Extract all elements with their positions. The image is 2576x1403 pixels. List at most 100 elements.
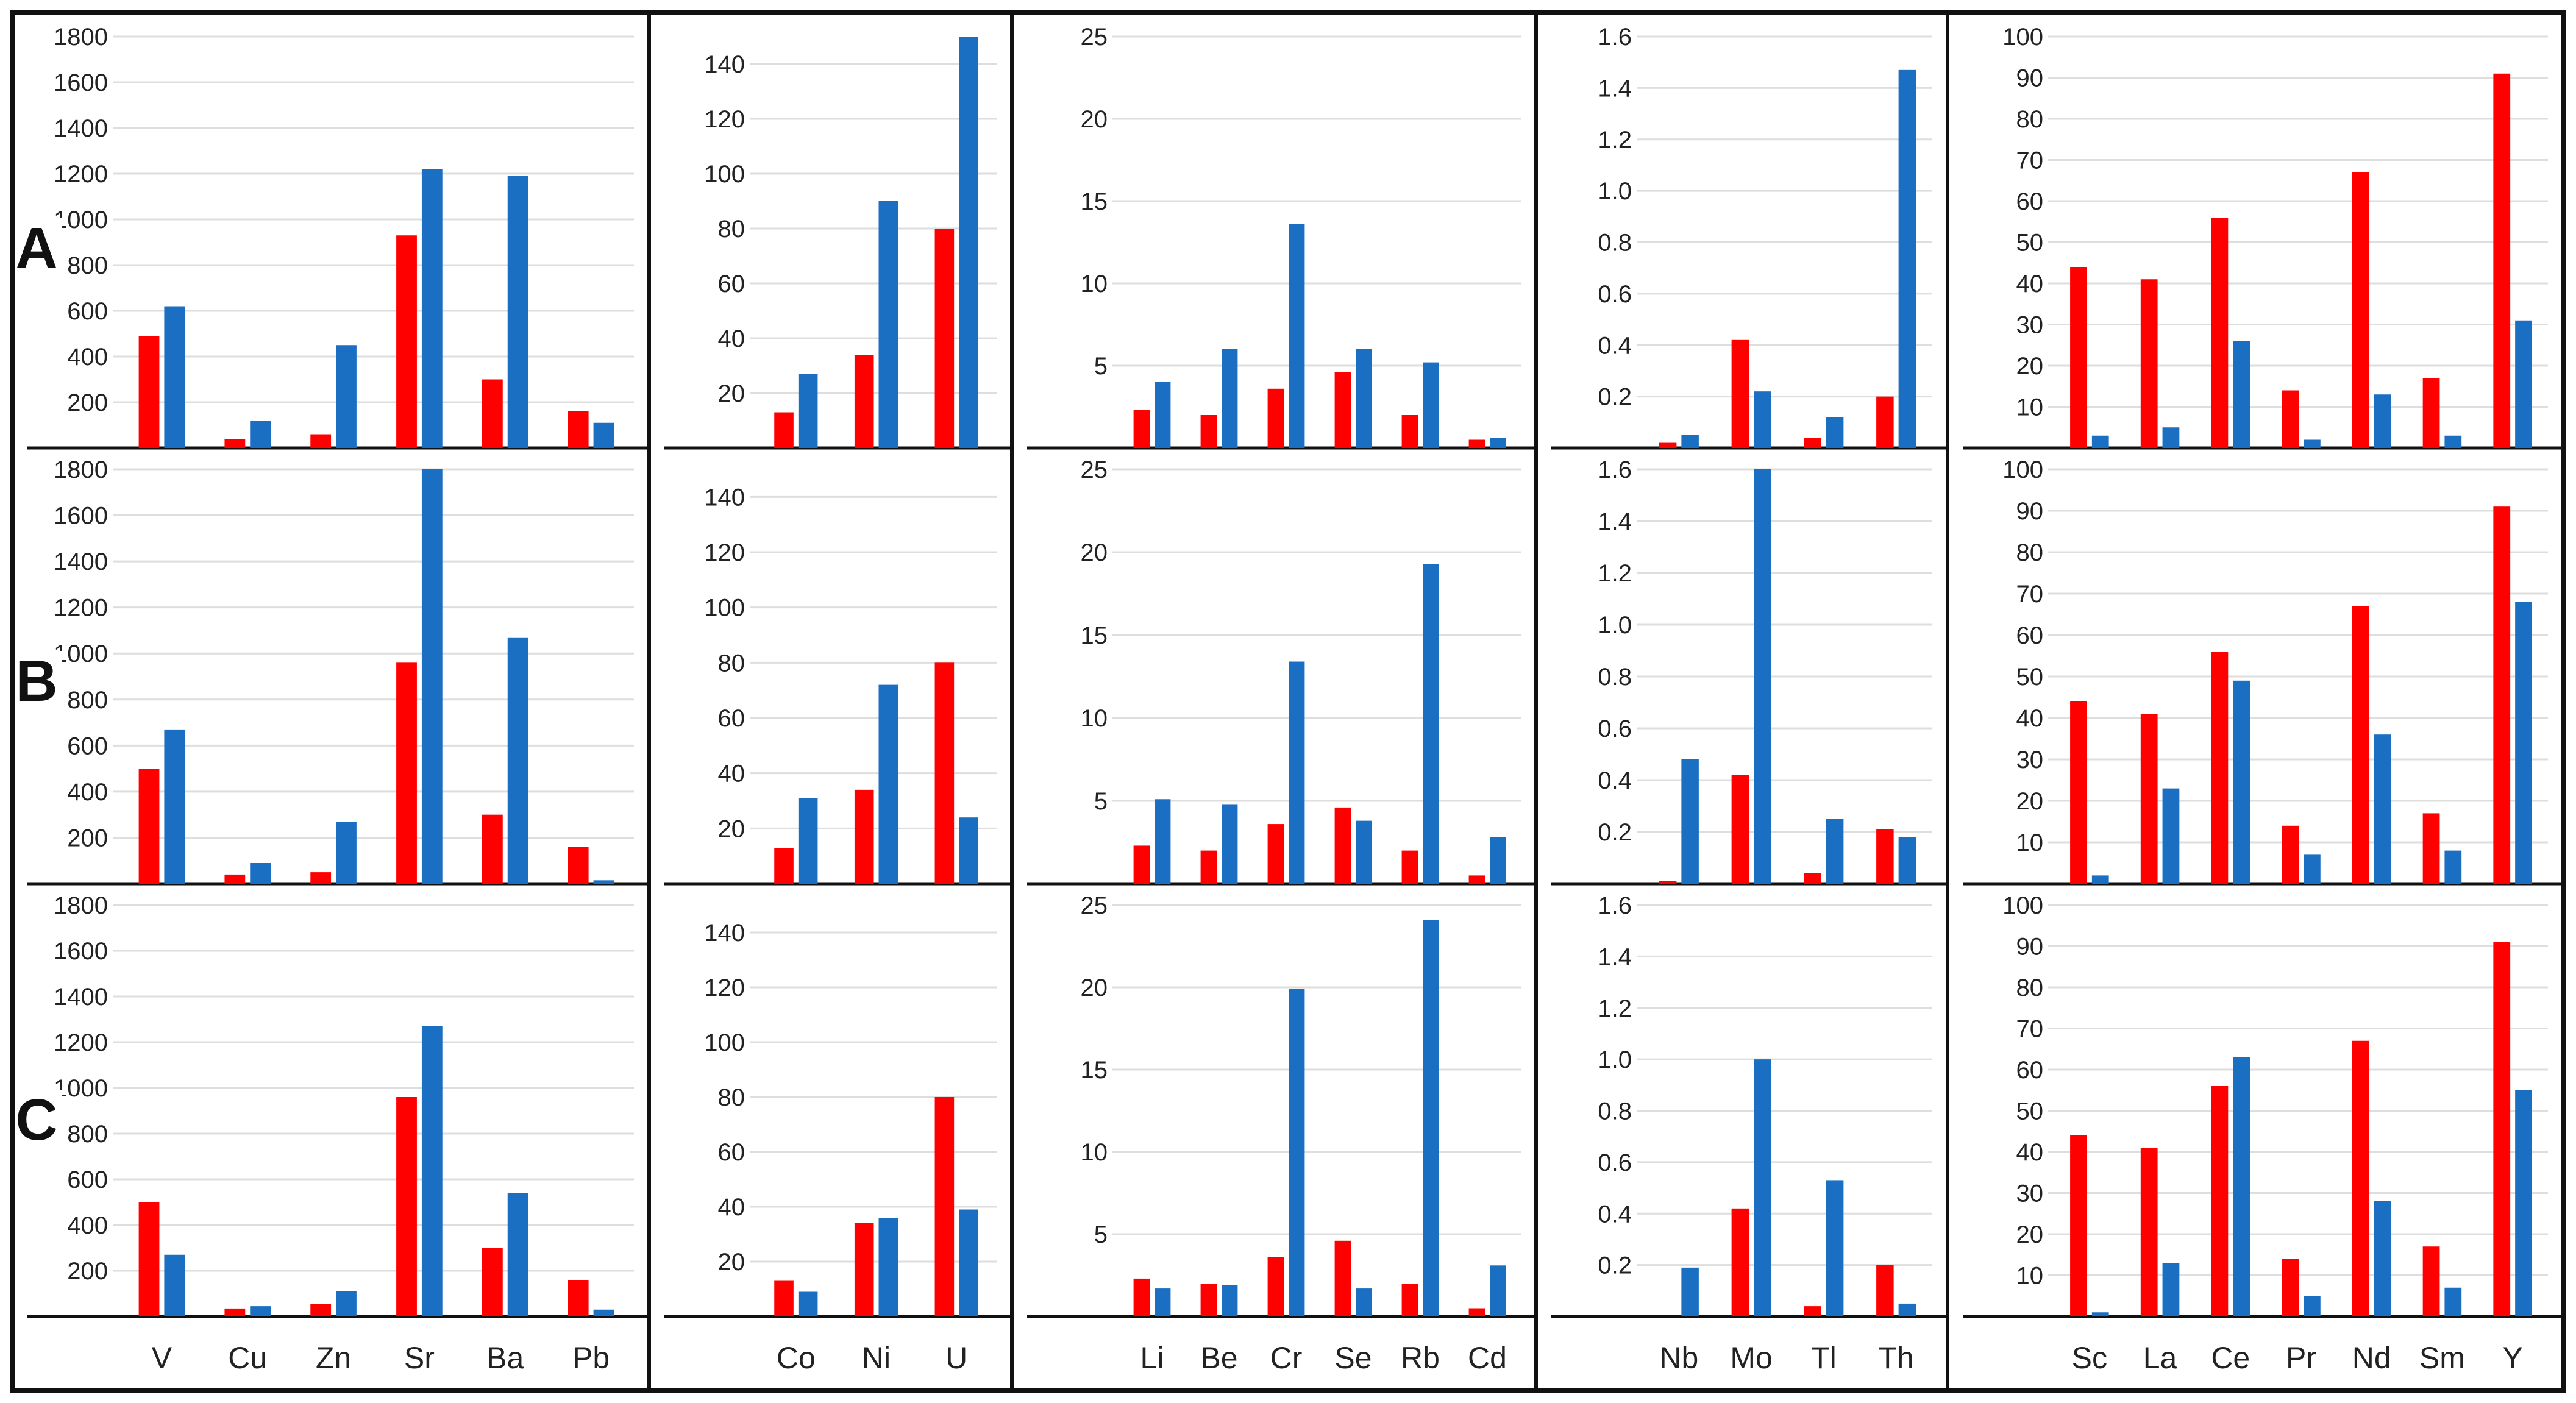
category-label-Nb: Nb (1659, 1341, 1698, 1375)
panel-C-1: 200 400 600 800 1000 1200 1400 1600 1800 (27, 892, 649, 1318)
bar-blue-Ce (2233, 341, 2250, 448)
bar-red-Sc (2070, 267, 2087, 448)
y-tick-label: 1.4 (1598, 75, 1632, 102)
bar-red-V (138, 1202, 160, 1316)
y-tick-label: 100 (704, 595, 745, 622)
bar-blue-Ba (507, 1193, 528, 1316)
category-label-Sr: Sr (404, 1341, 435, 1375)
bar-blue-Cd (1490, 438, 1506, 448)
row-label-bg (18, 651, 62, 711)
row-label-A: A (15, 216, 57, 281)
bar-blue-Nb (1681, 435, 1699, 448)
bar-blue-Zn (336, 1291, 357, 1316)
y-tick-label: 30 (2016, 312, 2044, 339)
row-label-B: B (15, 648, 57, 714)
y-tick-label: 15 (1081, 188, 1108, 215)
y-tick-label: 1800 (54, 456, 108, 483)
bar-blue-Sc (2091, 435, 2109, 448)
y-tick-label: 100 (2002, 892, 2043, 919)
category-label-Th: Th (1878, 1341, 1913, 1375)
bar-red-Nd (2352, 172, 2369, 448)
category-label-Be: Be (1200, 1341, 1237, 1375)
bar-red-Ce (2211, 652, 2229, 884)
bar-blue-Pr (2304, 439, 2321, 448)
bar-blue-Se (1356, 349, 1372, 448)
y-tick-label: 10 (2016, 829, 2044, 856)
y-tick-label: 0.8 (1598, 230, 1632, 257)
bar-blue-Sr (421, 1026, 443, 1316)
category-label-Cu: Cu (228, 1341, 267, 1375)
bar-red-Pb (568, 411, 589, 448)
bar-red-Zn (310, 434, 332, 448)
bar-blue-Ba (507, 176, 528, 448)
bar-red-Ba (482, 1248, 503, 1316)
bar-blue-Ni (878, 684, 898, 884)
y-tick-label: 1000 (54, 1075, 108, 1102)
y-tick-label: 800 (67, 687, 108, 714)
y-tick-label: 0.6 (1598, 716, 1632, 742)
y-tick-label: 600 (67, 1167, 108, 1193)
bar-red-Ni (854, 1223, 874, 1316)
panel-A-3: 5 10 15 20 25 (1027, 24, 1536, 450)
y-tick-label: 120 (704, 975, 745, 1001)
bar-blue-Li (1155, 1288, 1171, 1316)
y-tick-label: 40 (2016, 1139, 2044, 1166)
bar-red-Tl (1804, 1306, 1821, 1316)
bar-red-Th (1876, 829, 1894, 884)
y-tick-label: 0.8 (1598, 1098, 1632, 1125)
bar-red-Rb (1401, 1284, 1418, 1316)
bar-blue-Pr (2304, 1296, 2321, 1316)
y-tick-label: 10 (1081, 271, 1108, 297)
bar-red-Se (1334, 807, 1351, 884)
panel-C-3: 5 10 15 20 25 (1027, 892, 1536, 1318)
panel-C-5: 10 20 30 40 50 60 70 80 90 100 (1963, 892, 2563, 1318)
y-tick-label: 140 (704, 484, 745, 511)
bar-blue-Cu (250, 421, 271, 448)
bar-red-Y (2493, 506, 2511, 884)
y-tick-label: 0.4 (1598, 767, 1632, 794)
y-tick-label: 70 (2016, 581, 2044, 608)
y-tick-label: 20 (2016, 788, 2044, 815)
y-tick-label: 10 (1081, 705, 1108, 732)
y-tick-label: 1.4 (1598, 943, 1632, 970)
y-tick-label: 1.2 (1598, 995, 1632, 1022)
bar-red-Ba (482, 814, 503, 884)
panel-A-5: 10 20 30 40 50 60 70 80 90 100 (1963, 24, 2563, 450)
y-tick-label: 20 (718, 1249, 745, 1276)
y-tick-label: 1000 (54, 207, 108, 233)
bar-red-Sc (2070, 1135, 2087, 1316)
panel-B-3: 5 10 15 20 25 (1027, 456, 1536, 886)
y-tick-label: 600 (67, 298, 108, 325)
y-tick-label: 0.2 (1598, 819, 1632, 846)
y-tick-label: 25 (1081, 456, 1108, 483)
y-tick-label: 80 (2016, 975, 2044, 1001)
panel-A-4: 0.2 0.4 0.6 0.8 1.0 1.2 1.4 1.6 (1551, 24, 1948, 450)
bar-blue-Sc (2091, 875, 2109, 884)
y-tick-label: 60 (2016, 188, 2044, 215)
bar-blue-V (164, 1254, 185, 1316)
category-label-Zn: Zn (316, 1341, 351, 1375)
bar-blue-Sm (2444, 850, 2462, 884)
bar-blue-Sm (2444, 1287, 2462, 1316)
y-tick-label: 1.0 (1598, 178, 1632, 205)
bar-red-Sr (396, 235, 417, 448)
bar-blue-Ce (2233, 1057, 2250, 1316)
y-tick-label: 25 (1081, 24, 1108, 51)
y-tick-label: 1.4 (1598, 508, 1632, 535)
bar-red-Nd (2352, 606, 2369, 884)
category-label-Li: Li (1140, 1341, 1164, 1375)
bar-red-Se (1334, 1240, 1351, 1316)
bar-blue-La (2162, 788, 2180, 884)
y-tick-label: 40 (718, 325, 745, 352)
bar-red-Sm (2422, 1246, 2440, 1316)
panel-A-1: 200 400 600 800 1000 1200 1400 1600 1800 (27, 24, 649, 450)
bar-red-Be (1200, 415, 1217, 448)
panel-B-1: 200 400 600 800 1000 1200 1400 1600 1800 (27, 456, 649, 886)
row-label-bg (18, 218, 62, 278)
bar-red-Y (2493, 942, 2511, 1316)
y-tick-label: 70 (2016, 1016, 2044, 1043)
y-tick-label: 30 (2016, 747, 2044, 773)
bar-blue-Co (798, 374, 818, 448)
panel-B-4: 0.2 0.4 0.6 0.8 1.0 1.2 1.4 1.6 (1551, 456, 1948, 886)
bar-blue-Cu (250, 863, 271, 884)
